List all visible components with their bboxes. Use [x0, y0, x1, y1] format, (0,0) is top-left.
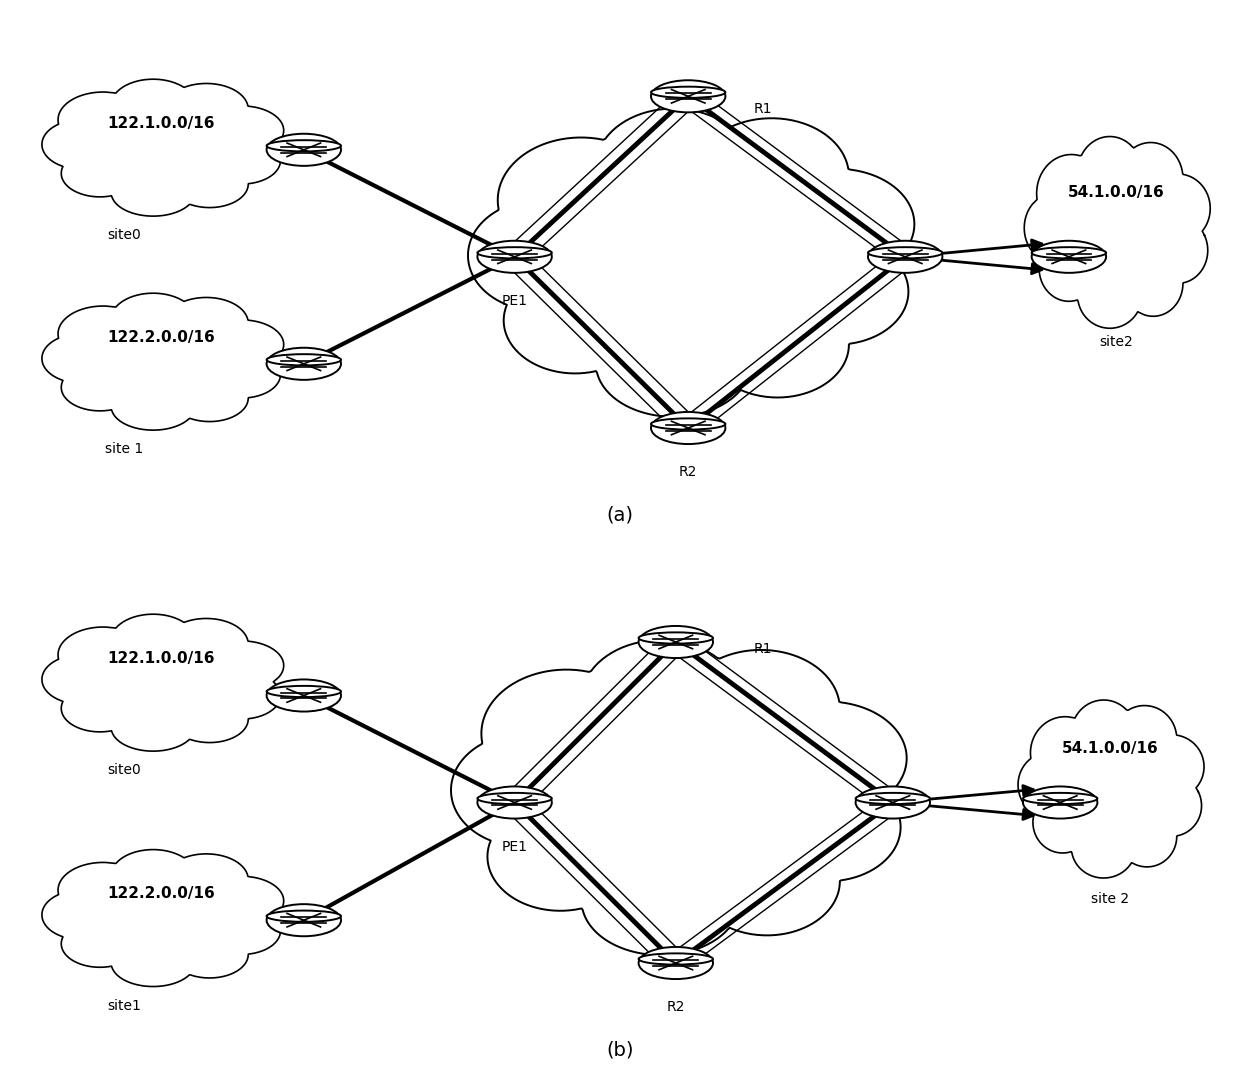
Ellipse shape	[1023, 793, 1097, 805]
Ellipse shape	[856, 793, 930, 805]
Circle shape	[267, 348, 341, 380]
Polygon shape	[1024, 137, 1210, 328]
Text: site 2: site 2	[1091, 891, 1128, 906]
Polygon shape	[1018, 700, 1204, 878]
Text: site0: site0	[107, 763, 141, 778]
Circle shape	[856, 786, 930, 819]
Ellipse shape	[267, 354, 341, 365]
Circle shape	[1023, 786, 1097, 819]
Ellipse shape	[651, 418, 725, 429]
Polygon shape	[42, 79, 284, 216]
Text: PE1: PE1	[502, 840, 527, 854]
Ellipse shape	[639, 632, 713, 643]
Text: site 1: site 1	[105, 442, 143, 457]
Text: R1: R1	[754, 102, 771, 116]
Circle shape	[639, 947, 713, 979]
Ellipse shape	[267, 140, 341, 151]
Text: site1: site1	[107, 998, 141, 1013]
Text: 122.1.0.0/16: 122.1.0.0/16	[108, 651, 215, 666]
Circle shape	[267, 134, 341, 166]
Text: site2: site2	[1099, 335, 1133, 350]
Ellipse shape	[477, 247, 552, 258]
Circle shape	[868, 241, 942, 273]
Text: PE1: PE1	[502, 294, 527, 308]
Ellipse shape	[477, 793, 552, 805]
Text: 122.2.0.0/16: 122.2.0.0/16	[108, 330, 215, 345]
Circle shape	[267, 679, 341, 712]
Text: site0: site0	[107, 228, 141, 243]
Text: (a): (a)	[606, 505, 634, 524]
Polygon shape	[451, 640, 906, 956]
Circle shape	[639, 626, 713, 658]
Circle shape	[651, 80, 725, 112]
Polygon shape	[42, 614, 284, 751]
Polygon shape	[42, 293, 284, 430]
Text: 54.1.0.0/16: 54.1.0.0/16	[1068, 185, 1164, 200]
Circle shape	[477, 786, 552, 819]
Circle shape	[477, 241, 552, 273]
Text: (b): (b)	[606, 1040, 634, 1059]
Circle shape	[267, 904, 341, 936]
Polygon shape	[42, 850, 284, 987]
Text: 54.1.0.0/16: 54.1.0.0/16	[1061, 742, 1158, 756]
Ellipse shape	[639, 953, 713, 965]
Circle shape	[651, 412, 725, 444]
Circle shape	[1032, 241, 1106, 273]
Text: R2: R2	[680, 465, 697, 479]
Ellipse shape	[868, 247, 942, 258]
Text: R2: R2	[667, 1000, 684, 1014]
Text: R1: R1	[754, 642, 771, 656]
Ellipse shape	[651, 87, 725, 98]
Ellipse shape	[267, 911, 341, 921]
Ellipse shape	[267, 686, 341, 698]
Text: 122.2.0.0/16: 122.2.0.0/16	[108, 886, 215, 901]
Polygon shape	[467, 109, 914, 416]
Ellipse shape	[1032, 247, 1106, 258]
Text: 122.1.0.0/16: 122.1.0.0/16	[108, 116, 215, 131]
